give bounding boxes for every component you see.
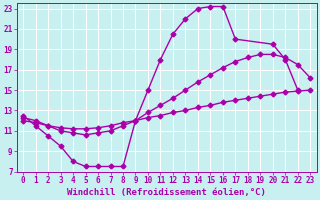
X-axis label: Windchill (Refroidissement éolien,°C): Windchill (Refroidissement éolien,°C) [67,188,266,197]
